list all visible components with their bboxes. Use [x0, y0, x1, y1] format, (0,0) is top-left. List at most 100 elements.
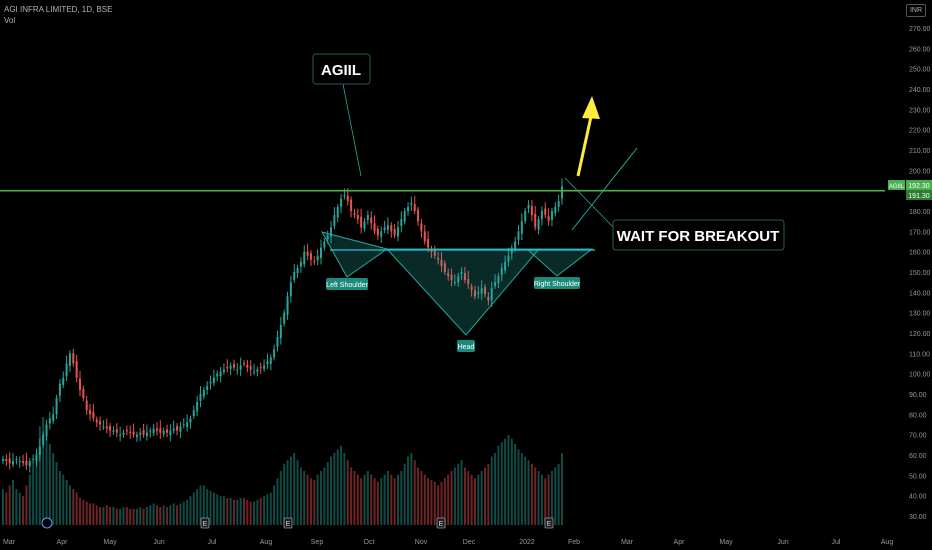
candle-body [450, 274, 453, 281]
last-price-tag-text: 192.30 [908, 183, 930, 190]
candle-body [89, 410, 92, 415]
time-tick-label: 2022 [519, 539, 535, 546]
volume-bar [229, 498, 232, 525]
volume-bar [45, 435, 48, 525]
candle-body [303, 251, 306, 265]
candle-body [433, 250, 436, 256]
volume-bar [206, 489, 209, 525]
candle-body [99, 421, 102, 425]
candle-body [115, 429, 118, 433]
volume-bar [356, 474, 359, 525]
volume-bar [32, 462, 35, 525]
price-tick-label: 210.00 [909, 148, 931, 155]
volume-bar [433, 481, 436, 525]
volume-label: Vol [4, 16, 16, 25]
volume-bar [102, 507, 105, 525]
volume-bar [243, 498, 246, 525]
candle-body [5, 459, 8, 462]
candle-body [463, 273, 466, 281]
volume-bar [376, 481, 379, 525]
candle-body [296, 267, 299, 274]
volume-bar [115, 508, 118, 525]
candle-body [269, 357, 272, 364]
volume-bar [1, 489, 5, 525]
symbol-tag-bg [888, 179, 905, 190]
volume-bar [370, 474, 373, 525]
volume-bar [8, 485, 11, 525]
candle-body [176, 426, 179, 431]
volume-bar [560, 453, 564, 525]
volume-bar [537, 471, 540, 525]
candle-body [540, 211, 543, 220]
price-tick-label: 140.00 [909, 290, 931, 297]
volume-bar [340, 445, 343, 525]
candle-body [62, 377, 65, 386]
candle-body [279, 324, 282, 339]
volume-bar [22, 496, 25, 525]
volume-bar [75, 492, 78, 525]
head-label-bg [457, 340, 475, 352]
candle-body [309, 253, 312, 260]
volume-bar [5, 492, 8, 525]
candle-body [507, 255, 510, 262]
candle-body [32, 459, 35, 461]
chart-header: AGI INFRA LIMITED, 1D, BSE Vol [4, 4, 112, 26]
volume-bar [263, 496, 266, 525]
price-tick-label: 70.00 [909, 433, 927, 440]
earnings-marker-letter: E [203, 521, 208, 528]
candle-body [18, 461, 21, 463]
volume-bar [333, 453, 336, 525]
volume-bar [253, 501, 256, 525]
volume-bar [500, 442, 503, 525]
volume-bar [65, 480, 68, 525]
volume-bar [58, 471, 61, 525]
volume-bar [417, 467, 420, 525]
candle-body [313, 261, 316, 263]
volume-bar [313, 480, 316, 525]
candle-body [457, 276, 460, 283]
volume-bar [363, 474, 366, 525]
candle-body [68, 353, 71, 366]
candle-body [38, 446, 41, 455]
candle-body [550, 211, 553, 220]
candle-body [206, 385, 209, 390]
earnings-marker [200, 517, 210, 529]
earnings-marker [436, 517, 446, 529]
volume-bar [15, 489, 18, 525]
volume-bar [437, 485, 440, 525]
volume-bar [212, 492, 215, 525]
time-tick-label: Apr [674, 539, 686, 546]
volume-bar [373, 478, 376, 525]
candle-body [467, 278, 470, 285]
volume-bar [303, 471, 306, 525]
candle-body [119, 434, 122, 436]
candle-body [447, 273, 450, 277]
candle-body [460, 272, 463, 274]
price-tick-label: 120.00 [909, 331, 931, 338]
candle-body [35, 455, 38, 462]
candle-body [186, 422, 189, 427]
volume-bar [169, 505, 172, 525]
volume-bar [149, 505, 152, 525]
candle-body [229, 365, 232, 369]
candle-body [323, 241, 326, 248]
head-label: Head [457, 340, 475, 352]
candle-body [557, 200, 560, 207]
candle-body [273, 349, 276, 358]
breakout-arrow-shaft [576, 111, 594, 177]
candle-body [149, 430, 152, 432]
candle-body [142, 430, 145, 435]
candle-body [55, 398, 58, 415]
volume-bar [186, 499, 189, 525]
volume-bar [105, 505, 108, 525]
candle-body [380, 231, 383, 237]
volume-bar [296, 460, 299, 525]
volume-bar [350, 467, 353, 525]
volume-bar [517, 449, 520, 525]
price-tick-label: 220.00 [909, 128, 931, 135]
currency-button[interactable]: INR [906, 4, 926, 17]
volume-bar [494, 453, 497, 525]
price-tick-label: 60.00 [909, 453, 927, 460]
volume-bar [316, 474, 319, 525]
